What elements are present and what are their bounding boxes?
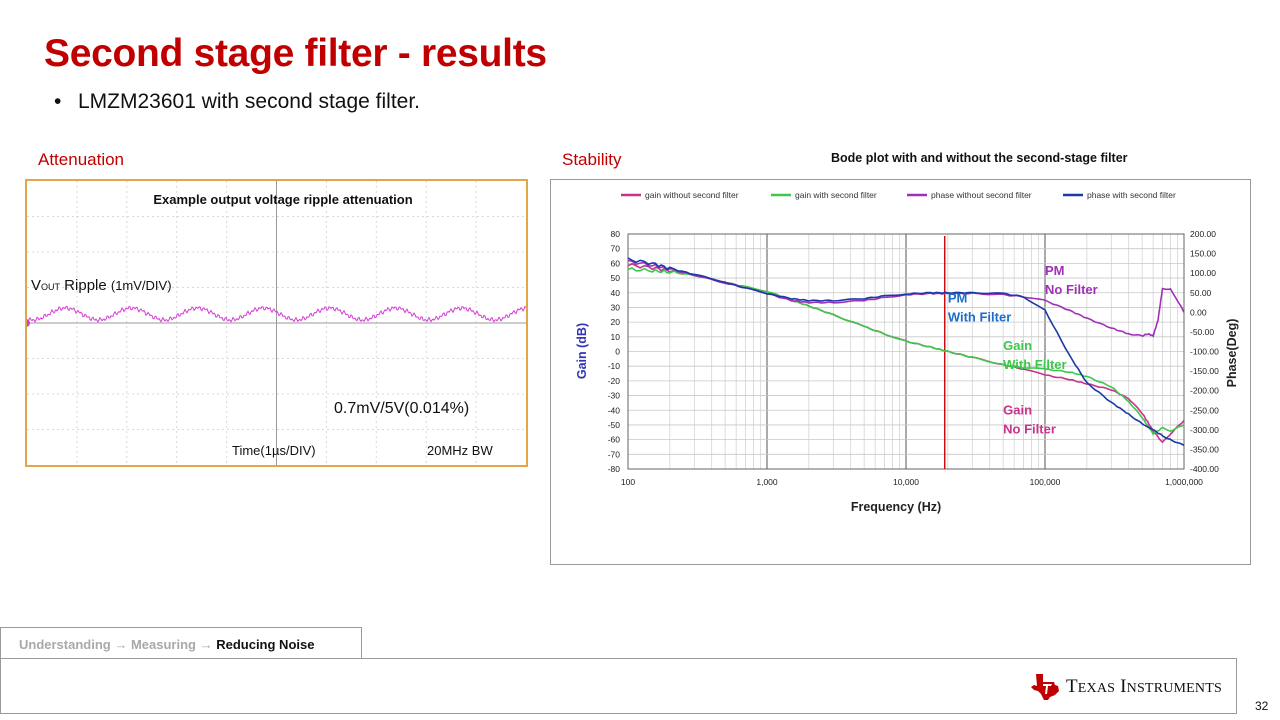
- bullet-point: • LMZM23601 with second stage filter.: [54, 90, 420, 114]
- y2-tick-label: -50.00: [1190, 327, 1214, 337]
- bullet-icon: •: [54, 90, 62, 113]
- y-tick-label: 20: [611, 317, 621, 327]
- bode-title: Bode plot with and without the second-st…: [831, 151, 1128, 165]
- y-tick-label: 10: [611, 332, 621, 342]
- ripple-subscript: OUT: [41, 282, 61, 292]
- legend-entry: phase with second filter: [1087, 190, 1176, 200]
- x-tick-label: 100,000: [1030, 477, 1061, 487]
- breadcrumb: Understanding → Measuring → Reducing Noi…: [0, 627, 362, 658]
- y-tick-label: -20: [608, 376, 621, 386]
- y-tick-label: -40: [608, 405, 621, 415]
- y2-tick-label: -350.00: [1190, 444, 1219, 454]
- legend-entry: gain with second filter: [795, 190, 877, 200]
- legend-entry: phase without second filter: [931, 190, 1032, 200]
- y2-tick-label: -250.00: [1190, 405, 1219, 415]
- annotation-label: With Filter: [948, 310, 1011, 325]
- y-tick-label: -30: [608, 391, 621, 401]
- trace-marker-icon: [27, 319, 30, 327]
- y2-tick-label: -200.00: [1190, 386, 1219, 396]
- y2-tick-label: -150.00: [1190, 366, 1219, 376]
- slide-title: Second stage filter - results: [44, 32, 547, 75]
- y2-tick-label: -400.00: [1190, 464, 1219, 474]
- y2-tick-label: -100.00: [1190, 347, 1219, 357]
- logo-text: TEXAS INSTRUMENTS: [1065, 676, 1222, 697]
- bode-plot-panel: gain without second filter gain with seco…: [550, 179, 1251, 565]
- y-tick-label: 70: [611, 244, 621, 254]
- texas-instruments-logo: TEXAS INSTRUMENTS: [1030, 673, 1222, 701]
- y-tick-label: -80: [608, 464, 621, 474]
- y-tick-label: 60: [611, 258, 621, 268]
- annotation-label: Gain: [1003, 403, 1032, 418]
- legend-entry: gain without second filter: [645, 190, 739, 200]
- y2-tick-label: 100.00: [1190, 268, 1216, 278]
- annotation-label: PM: [948, 291, 968, 306]
- y-tick-label: 30: [611, 302, 621, 312]
- x-tick-label: 100: [621, 477, 635, 487]
- y2-tick-label: 50.00: [1190, 288, 1212, 298]
- ripple-text: Ripple: [60, 277, 111, 294]
- breadcrumb-current: Reducing Noise: [216, 637, 315, 652]
- texas-state-icon: [1030, 674, 1059, 700]
- y-tick-label: -70: [608, 449, 621, 459]
- y-tick-label: 80: [611, 229, 621, 239]
- y2-tick-label: 0.00: [1190, 307, 1207, 317]
- plot-frame: [627, 233, 1185, 470]
- annotation-label: With Filter: [1003, 357, 1066, 372]
- annotation-label: PM: [1045, 263, 1065, 278]
- breadcrumb-step-understanding: Understanding: [19, 637, 111, 652]
- attenuation-label: Attenuation: [38, 150, 125, 169]
- y-tick-label: 50: [611, 273, 621, 283]
- ripple-scale: (1mV/DIV): [111, 278, 172, 293]
- ripple-label: VOUT Ripple (1mV/DIV): [31, 277, 172, 294]
- measurement-text: 0.7mV/5V(0.014%): [334, 400, 469, 417]
- x-tick-label: 10,000: [893, 477, 919, 487]
- breadcrumb-arrow-icon: →: [195, 637, 217, 652]
- y2-tick-label: 150.00: [1190, 249, 1216, 259]
- x-tick-label: 1,000: [756, 477, 778, 487]
- breadcrumb-step-measuring: Measuring: [130, 637, 196, 652]
- scope-plot: Example output voltage ripple attenuatio…: [27, 181, 526, 465]
- annotation-label: Gain: [1003, 338, 1032, 353]
- x-axis-label: Frequency (Hz): [851, 500, 941, 514]
- y-tick-label: -60: [608, 435, 621, 445]
- breadcrumb-arrow-icon: →: [110, 637, 131, 652]
- y-tick-label: -50: [608, 420, 621, 430]
- oscilloscope-capture: Example output voltage ripple attenuatio…: [25, 179, 528, 467]
- ripple-trace: [27, 305, 526, 324]
- ripple-v: V: [31, 277, 41, 294]
- series-line-phase-with-second-filter: [627, 257, 1185, 447]
- y2-tick-label: -300.00: [1190, 425, 1219, 435]
- scope-title: Example output voltage ripple attenuatio…: [153, 192, 412, 207]
- annotation-label: No Filter: [1045, 282, 1098, 297]
- annotation-label: No Filter: [1003, 422, 1056, 437]
- y2-tick-label: 200.00: [1190, 229, 1216, 239]
- stability-label: Stability: [562, 150, 622, 169]
- y-tick-label: 40: [611, 288, 621, 298]
- y2-axis-label: Phase(Deg): [1225, 319, 1239, 388]
- footer-bar: TEXAS INSTRUMENTS: [0, 658, 1237, 714]
- y-tick-label: 0: [615, 347, 620, 357]
- bode-plot: gain without second filter gain with seco…: [575, 190, 1239, 514]
- bandwidth-label: 20MHz BW: [427, 443, 493, 458]
- page-number: 32: [1255, 699, 1269, 713]
- time-scale-label: Time(1µs/DIV): [232, 443, 316, 458]
- y-tick-label: -10: [608, 361, 621, 371]
- bullet-text: LMZM23601 with second stage filter.: [78, 90, 421, 113]
- y-axis-label: Gain (dB): [575, 323, 589, 379]
- x-tick-label: 1,000,000: [1165, 477, 1203, 487]
